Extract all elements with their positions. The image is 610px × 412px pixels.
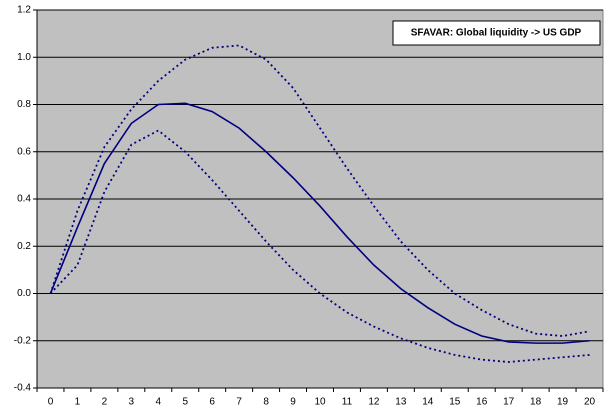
x-tick-label: 4 <box>156 397 162 408</box>
x-tick-label: 5 <box>182 397 188 408</box>
y-tick-label: 1.2 <box>17 5 31 16</box>
x-tick-label: 16 <box>476 397 488 408</box>
y-tick-label: 0.6 <box>17 146 31 157</box>
x-tick-label: 3 <box>129 397 135 408</box>
x-tick-label: 20 <box>584 397 596 408</box>
y-tick-label: 0.8 <box>17 99 31 110</box>
x-tick-label: 6 <box>209 397 215 408</box>
y-tick-label: 0.0 <box>17 288 31 299</box>
x-tick-label: 19 <box>557 397 569 408</box>
y-tick-label: 1.0 <box>17 52 31 63</box>
y-tick-label: 0.2 <box>17 241 31 252</box>
x-tick-label: 11 <box>342 397 353 408</box>
x-tick-label: 1 <box>75 397 81 408</box>
title-box <box>392 20 601 46</box>
x-tick-label: 8 <box>263 397 269 408</box>
x-tick-label: 7 <box>236 397 242 408</box>
x-tick-label: 12 <box>368 397 380 408</box>
series-line <box>49 44 590 337</box>
y-tick-label: 0.4 <box>17 194 31 205</box>
series-line <box>49 102 590 344</box>
chart-title: SFAVAR: Global liquidity -> US GDP <box>411 28 582 39</box>
x-tick-label: 17 <box>503 397 515 408</box>
x-tick-label: 9 <box>290 397 296 408</box>
x-tick-label: 10 <box>314 397 326 408</box>
x-tick-label: 0 <box>48 397 54 408</box>
series-line <box>49 129 590 363</box>
x-tick-label: 14 <box>422 397 434 408</box>
y-tick-label: -0.2 <box>14 335 32 346</box>
x-tick-label: 15 <box>449 397 461 408</box>
plot-layer: -0.4-0.20.00.20.40.60.81.01.20 1 2 3 4 5 6 7 8 9 1… <box>14 5 604 408</box>
x-tick-label: 13 <box>395 397 407 408</box>
x-tick-label: 18 <box>530 397 542 408</box>
y-tick-label: -0.4 <box>14 383 32 394</box>
x-tick-label: 2 <box>102 397 108 408</box>
